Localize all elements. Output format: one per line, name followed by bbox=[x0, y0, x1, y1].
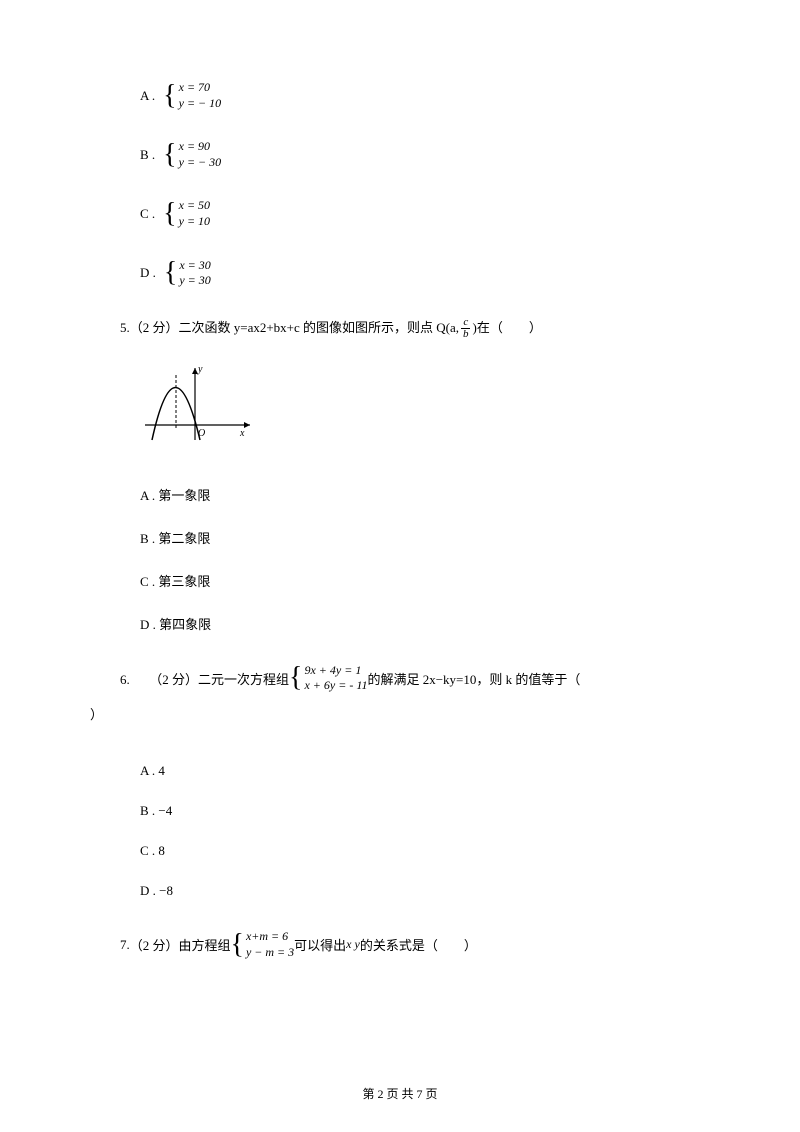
question-text: 的关系式是（ ） bbox=[360, 935, 477, 954]
equation-system: { 9x + 4y = 1 x + 6y = - 11 bbox=[289, 663, 367, 694]
parabola-graph: y x O bbox=[140, 360, 710, 455]
eq-line: x + 6y = - 11 bbox=[304, 678, 367, 694]
origin-label: O bbox=[198, 428, 205, 439]
option-label: B . bbox=[140, 147, 155, 163]
q6-option-d[interactable]: D . −8 bbox=[140, 883, 710, 899]
eq-line: x = 90 bbox=[179, 139, 222, 155]
question-6: 6. （2 分）二元一次方程组 { 9x + 4y = 1 x + 6y = -… bbox=[120, 663, 710, 694]
equation-system: { x = 70 y = − 10 bbox=[163, 80, 221, 111]
q5-option-d[interactable]: D . 第四象限 bbox=[140, 614, 710, 633]
xy-text: x y bbox=[346, 937, 360, 952]
graph-svg: y x O bbox=[140, 360, 260, 450]
q6-option-b[interactable]: B . −4 bbox=[140, 803, 710, 819]
eq-line: x+m = 6 bbox=[246, 929, 294, 945]
question-text: 的解满足 2x−ky=10，则 k 的值等于（ bbox=[367, 669, 606, 688]
x-axis-label: x bbox=[239, 428, 245, 439]
q6-option-c[interactable]: C . 8 bbox=[140, 843, 710, 859]
eq-line: y = 10 bbox=[179, 214, 210, 230]
fraction-numerator: c bbox=[461, 317, 470, 329]
question-text: （2 分）二元一次方程组 bbox=[143, 669, 289, 688]
question-text: )在（ ） bbox=[473, 318, 542, 339]
eq-line: x = 50 bbox=[179, 198, 210, 214]
question-text: （2 分）由方程组 bbox=[130, 935, 231, 954]
option-label: A . bbox=[140, 88, 155, 104]
equation-system: { x = 30 y = 30 bbox=[164, 258, 211, 289]
question-5: 5. （2 分）二次函数 y=ax2+bx+c 的图像如图所示，则点 Q(a, … bbox=[120, 317, 710, 340]
question-number: 7. bbox=[120, 937, 130, 953]
question-7: 7. （2 分）由方程组 { x+m = 6 y − m = 3 可以得出 x … bbox=[120, 929, 710, 960]
equation-system: { x = 90 y = − 30 bbox=[163, 139, 221, 170]
option-label: C . bbox=[140, 206, 155, 222]
question-text: （2 分）二次函数 y=ax2+bx+c 的图像如图所示，则点 Q(a, bbox=[130, 318, 459, 339]
q4-option-b[interactable]: B . { x = 90 y = − 30 bbox=[140, 139, 710, 170]
eq-line: y = 30 bbox=[179, 273, 210, 289]
q4-option-c[interactable]: C . { x = 50 y = 10 bbox=[140, 198, 710, 229]
q6-option-a[interactable]: A . 4 bbox=[140, 763, 710, 779]
eq-line: 9x + 4y = 1 bbox=[304, 663, 367, 679]
q4-option-d[interactable]: D . { x = 30 y = 30 bbox=[140, 258, 710, 289]
eq-line: x = 30 bbox=[179, 258, 210, 274]
question-number: 6. bbox=[120, 669, 143, 688]
question-text: 可以得出 bbox=[294, 935, 346, 954]
q5-option-c[interactable]: C . 第三象限 bbox=[140, 571, 710, 590]
option-label: D . bbox=[140, 265, 156, 281]
fraction: c b bbox=[461, 317, 471, 340]
question-6-close: ） bbox=[90, 704, 710, 723]
eq-line: y = − 30 bbox=[179, 155, 222, 171]
q4-option-a[interactable]: A . { x = 70 y = − 10 bbox=[140, 80, 710, 111]
eq-line: y − m = 3 bbox=[246, 945, 294, 961]
equation-system: { x+m = 6 y − m = 3 bbox=[231, 929, 295, 960]
fraction-denominator: b bbox=[461, 329, 471, 340]
eq-line: y = − 10 bbox=[179, 96, 222, 112]
y-axis-label: y bbox=[197, 364, 203, 375]
eq-line: x = 70 bbox=[179, 80, 222, 96]
question-number: 5. bbox=[120, 318, 130, 339]
page-footer: 第 2 页 共 7 页 bbox=[0, 1085, 800, 1102]
q5-option-b[interactable]: B . 第二象限 bbox=[140, 528, 710, 547]
equation-system: { x = 50 y = 10 bbox=[163, 198, 210, 229]
q5-option-a[interactable]: A . 第一象限 bbox=[140, 485, 710, 504]
